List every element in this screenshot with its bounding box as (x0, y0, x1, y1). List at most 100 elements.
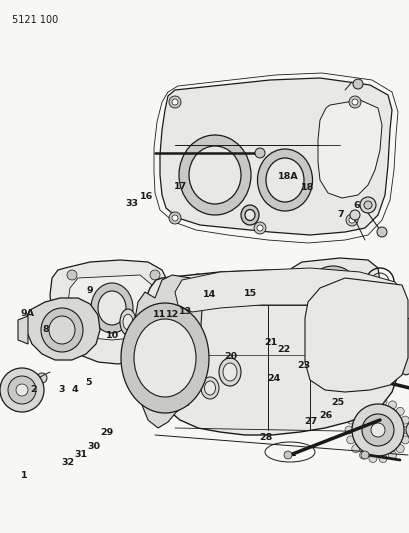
Text: 22: 22 (276, 345, 290, 353)
Circle shape (346, 416, 354, 424)
Circle shape (44, 342, 56, 354)
Text: 21: 21 (263, 338, 276, 346)
Text: 10: 10 (106, 332, 119, 340)
Text: 3: 3 (58, 385, 65, 393)
Circle shape (370, 336, 378, 344)
Circle shape (348, 96, 360, 108)
Circle shape (405, 421, 409, 439)
Circle shape (67, 270, 77, 280)
Text: 18A: 18A (277, 173, 297, 181)
Circle shape (378, 455, 386, 463)
Ellipse shape (360, 306, 378, 324)
Polygon shape (170, 274, 214, 375)
Text: 23: 23 (297, 361, 310, 369)
Circle shape (170, 402, 180, 412)
Ellipse shape (177, 312, 193, 332)
Text: 20: 20 (223, 352, 236, 360)
Ellipse shape (98, 291, 126, 325)
Ellipse shape (157, 311, 173, 333)
Circle shape (400, 416, 408, 424)
Ellipse shape (227, 284, 248, 312)
Circle shape (368, 455, 376, 463)
Circle shape (345, 214, 357, 226)
Circle shape (169, 212, 180, 224)
Circle shape (175, 378, 195, 398)
Text: 8: 8 (43, 325, 49, 334)
Ellipse shape (258, 271, 296, 309)
Circle shape (360, 451, 368, 459)
Polygon shape (393, 318, 409, 375)
Text: 5121 100: 5121 100 (12, 15, 58, 25)
Text: 29: 29 (100, 429, 113, 437)
Circle shape (363, 201, 371, 209)
Circle shape (400, 436, 408, 444)
Text: 25: 25 (331, 398, 344, 407)
Circle shape (169, 96, 180, 108)
Circle shape (352, 79, 362, 89)
Ellipse shape (240, 205, 258, 225)
Text: 33: 33 (125, 199, 138, 208)
Ellipse shape (241, 279, 267, 311)
Text: 24: 24 (267, 374, 280, 383)
Ellipse shape (91, 283, 133, 333)
Circle shape (361, 414, 393, 446)
Circle shape (395, 407, 403, 415)
Polygon shape (144, 270, 405, 435)
Circle shape (383, 346, 395, 358)
Circle shape (395, 445, 403, 453)
Circle shape (366, 332, 382, 348)
Text: 30: 30 (87, 442, 100, 451)
Circle shape (172, 215, 178, 221)
Circle shape (351, 445, 359, 453)
Text: 12: 12 (165, 310, 178, 319)
Text: 28: 28 (258, 433, 272, 441)
Ellipse shape (273, 280, 295, 296)
Circle shape (344, 426, 352, 434)
Ellipse shape (264, 277, 290, 303)
Circle shape (346, 436, 354, 444)
Text: 2: 2 (30, 385, 37, 393)
Text: 32: 32 (61, 458, 74, 467)
Circle shape (0, 368, 44, 412)
Ellipse shape (143, 315, 153, 329)
Ellipse shape (222, 363, 236, 381)
Polygon shape (317, 100, 381, 198)
Text: 26: 26 (319, 411, 332, 420)
Ellipse shape (257, 149, 312, 211)
Ellipse shape (139, 310, 155, 334)
Polygon shape (175, 292, 207, 362)
Ellipse shape (367, 335, 381, 349)
Text: 15: 15 (243, 289, 256, 297)
Circle shape (402, 426, 409, 434)
Ellipse shape (120, 309, 136, 335)
Circle shape (388, 401, 396, 409)
Circle shape (351, 407, 359, 415)
Ellipse shape (218, 358, 240, 386)
Text: 9A: 9A (21, 309, 35, 318)
Circle shape (368, 398, 376, 406)
Ellipse shape (300, 296, 308, 304)
Text: 27: 27 (303, 417, 317, 425)
Polygon shape (18, 316, 28, 344)
Ellipse shape (49, 316, 75, 344)
Circle shape (16, 384, 28, 396)
Polygon shape (284, 258, 379, 318)
Text: 9: 9 (86, 286, 92, 295)
Polygon shape (26, 298, 100, 360)
Polygon shape (304, 278, 407, 392)
Ellipse shape (230, 289, 245, 307)
Text: 6: 6 (353, 201, 359, 209)
Circle shape (283, 451, 291, 459)
Ellipse shape (246, 285, 262, 305)
Text: 5: 5 (85, 378, 91, 386)
Polygon shape (50, 260, 170, 364)
Ellipse shape (41, 308, 83, 352)
Text: 13: 13 (178, 308, 191, 316)
Text: 11: 11 (152, 310, 165, 319)
Text: 7: 7 (337, 210, 344, 219)
Ellipse shape (160, 316, 170, 329)
Circle shape (256, 225, 262, 231)
Ellipse shape (229, 282, 250, 298)
Circle shape (359, 451, 366, 459)
Ellipse shape (179, 135, 250, 215)
